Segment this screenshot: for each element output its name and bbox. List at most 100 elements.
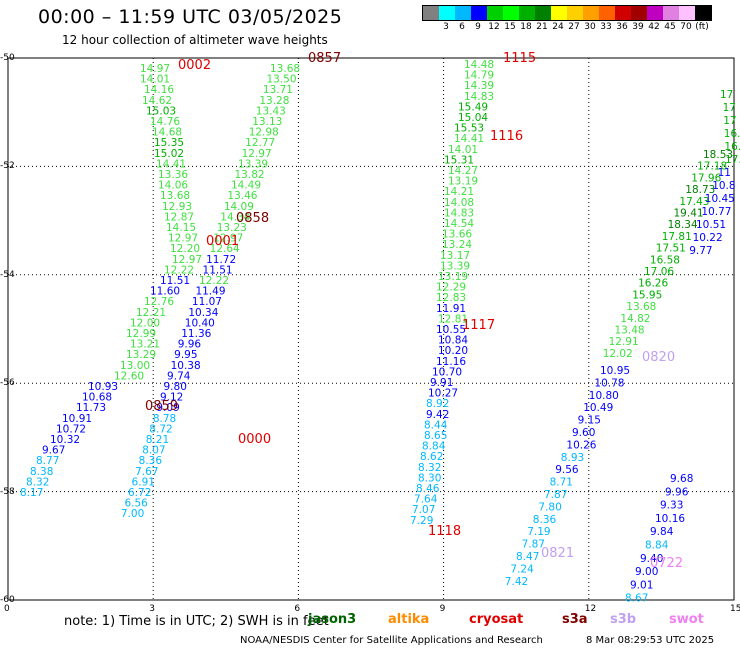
wave-height-value: 14.54: [444, 218, 474, 230]
wave-height-value: 10.80: [589, 390, 619, 402]
wave-height-value: 12.21: [136, 307, 166, 319]
wave-height-value: 11.36: [181, 328, 211, 340]
pass-time-label: 1117: [462, 318, 495, 333]
wave-height-value: 7.87: [522, 539, 545, 551]
wave-height-value: 9.67: [42, 445, 65, 457]
wave-height-value: 12.20: [170, 243, 200, 255]
wave-height-value: 18.53: [703, 149, 733, 161]
wave-height-value: 19.41: [674, 208, 704, 220]
wave-height-value: 8.67: [625, 593, 648, 605]
wave-height-value: 11.51: [203, 264, 233, 276]
colorbar-swatch: [503, 6, 519, 20]
wave-height-value: 11.49: [195, 286, 225, 298]
wave-height-value: 10.84: [438, 335, 468, 347]
wave-height-value: 14.41: [454, 133, 484, 145]
colorbar-swatch: [567, 6, 583, 20]
wave-height-value: 13.46: [227, 190, 257, 202]
wave-height-value: 14.79: [464, 70, 494, 82]
wave-height-value: 10.40: [185, 317, 215, 329]
colorbar-label: 6: [459, 22, 465, 32]
wave-height-value: 12.02: [603, 348, 633, 360]
wave-height-value: 14.09: [224, 201, 254, 213]
wave-height-value: 13.68: [626, 301, 656, 313]
wave-height-value: 14.34: [220, 211, 250, 223]
colorbar-label: 33: [600, 22, 612, 32]
wave-height-value: 13.36: [158, 169, 188, 181]
wave-height-value: 10.72: [56, 423, 86, 435]
wave-height-value: 12.29: [436, 282, 466, 294]
wave-height-value: 9.60: [572, 427, 595, 439]
wave-height-value: 7.07: [412, 504, 435, 516]
colorbar-label: 27: [568, 22, 580, 32]
wave-height-value: 8.44: [424, 419, 448, 431]
y-tick-label: -56: [0, 378, 15, 389]
wave-height-value: 13.48: [615, 325, 645, 337]
wave-height-value: 17.06: [644, 266, 674, 278]
wave-height-value: 8.71: [550, 477, 573, 489]
wave-height-value: 8.21: [146, 434, 169, 446]
wave-height-value: 10.38: [171, 360, 201, 372]
colorbar: [422, 5, 712, 21]
wave-height-value: 9.40: [640, 553, 663, 565]
wave-height-value: 14.21: [444, 186, 474, 198]
wave-height-value: 10.22: [693, 232, 723, 244]
y-tick-label: -60: [0, 595, 15, 605]
wave-height-value: 12.22: [199, 275, 229, 287]
pass-time-label: 1116: [490, 129, 523, 144]
wave-height-value: 9.00: [635, 566, 658, 578]
wave-height-value: 8.62: [420, 451, 443, 463]
wave-height-value: 11.16: [436, 356, 466, 368]
pass-time-label: 0002: [178, 58, 211, 73]
legend-jason3: jason3: [308, 612, 357, 627]
wave-height-value: 12.22: [164, 264, 194, 276]
pass-time-label: 1115: [503, 51, 536, 66]
colorbar-swatch: [663, 6, 679, 20]
colorbar-label: 45: [664, 22, 676, 32]
footer-organization: NOAA/NESDIS Center for Satellite Applica…: [240, 635, 543, 646]
x-tick-label: 15: [730, 604, 740, 614]
wave-height-value: 9.80: [164, 381, 187, 393]
wave-height-value: 14.68: [152, 127, 182, 139]
colorbar-swatch: [519, 6, 535, 20]
wave-height-value: 17: [723, 102, 736, 114]
wave-height-value: 12.99: [126, 328, 156, 340]
colorbar-label: 36: [616, 22, 628, 32]
wave-height-value: 13.82: [235, 169, 265, 181]
wave-height-value: 14.49: [231, 180, 261, 192]
wave-height-value: 7.64: [414, 494, 438, 506]
wave-height-value: 10.68: [82, 392, 112, 404]
colorbar-label: 9: [475, 22, 481, 32]
wave-height-value: 12.97: [242, 148, 272, 160]
wave-tracks: 14.9714.0114.1614.6215.0314.7614.6815.35…: [20, 59, 740, 605]
wave-height-value: 13.19: [448, 176, 478, 188]
wave-height-value: 12.98: [249, 127, 279, 139]
wave-height-value: 14.82: [620, 313, 650, 325]
wave-height-value: 10.95: [600, 365, 630, 377]
wave-height-value: 16.58: [650, 254, 680, 266]
wave-height-value: 9.33: [660, 500, 683, 512]
wave-height-value: 10.16: [655, 513, 685, 525]
footer-note: note: 1) Time is in UTC; 2) SWH is in fe…: [64, 614, 329, 629]
footer-timestamp: 8 Mar 08:29:53 UTC 2025: [586, 635, 715, 646]
wave-height-value: 10.49: [583, 402, 613, 414]
wave-height-value: 15.49: [458, 101, 488, 113]
pass-time-label: 0001: [206, 234, 239, 249]
wave-height-value: 10.8: [712, 180, 735, 192]
wave-height-value: 8.84: [422, 441, 446, 453]
colorbar-label: 42: [648, 22, 660, 32]
wave-height-value: 16.2: [724, 128, 740, 140]
wave-height-value: 9.96: [178, 339, 202, 351]
page-title: 00:00 – 11:59 UTC 03/05/2025: [38, 6, 343, 28]
x-tick-label: 12: [584, 604, 597, 614]
wave-height-value: 14.15: [166, 222, 196, 234]
wave-height-value: 8.30: [418, 472, 441, 484]
pass-time-label: 0857: [308, 51, 341, 66]
y-tick-label: -52: [0, 161, 15, 172]
wave-height-value: 7.87: [544, 489, 567, 501]
x-tick-label: 9: [439, 604, 446, 614]
wave-height-value: 10.55: [436, 324, 466, 336]
colorbar-swatch: [439, 6, 455, 20]
wave-height-value: 7.00: [121, 508, 144, 520]
wave-height-value: 12.83: [436, 292, 466, 304]
wave-height-value: 7.19: [527, 526, 550, 538]
